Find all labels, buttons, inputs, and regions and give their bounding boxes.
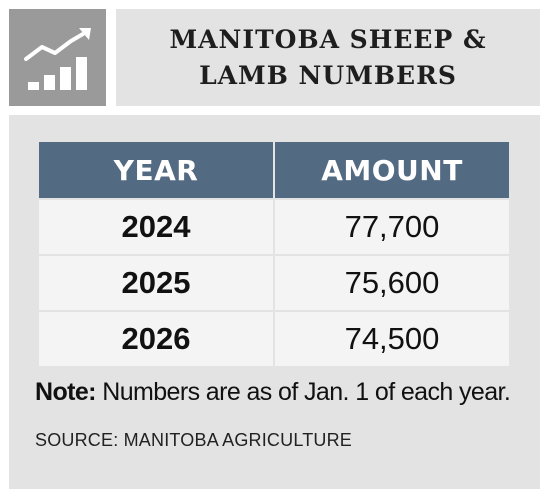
note-label: Note: <box>35 378 96 406</box>
column-header-year: YEAR <box>37 140 275 200</box>
note: Note: Numbers are as of Jan. 1 of each y… <box>35 378 525 407</box>
column-header-amount: AMOUNT <box>273 140 511 200</box>
data-table: YEAR AMOUNT 2024 77,700 2025 75,600 2026… <box>37 140 511 368</box>
year-cell: 2024 <box>37 198 275 256</box>
year-cell: 2026 <box>37 310 275 368</box>
amount-cell: 75,600 <box>273 254 511 312</box>
table-row: 2024 77,700 <box>37 198 511 256</box>
amount-cell: 77,700 <box>273 198 511 256</box>
table-row: 2025 75,600 <box>37 254 511 312</box>
amount-cell: 74,500 <box>273 310 511 368</box>
chart-title: Manitoba sheep & lamb numbers <box>169 24 487 90</box>
growth-chart-icon <box>24 28 91 90</box>
chart-icon-box <box>9 9 106 106</box>
data-panel: YEAR AMOUNT 2024 77,700 2025 75,600 2026… <box>9 115 540 489</box>
year-cell: 2025 <box>37 254 275 312</box>
note-text: Numbers are as of Jan. 1 of each year. <box>102 378 511 406</box>
title-box: Manitoba sheep & lamb numbers <box>116 9 540 106</box>
source-credit: SOURCE: MANITOBA AGRICULTURE <box>35 430 352 450</box>
table-header-row: YEAR AMOUNT <box>37 140 511 200</box>
table-row: 2026 74,500 <box>37 310 511 368</box>
